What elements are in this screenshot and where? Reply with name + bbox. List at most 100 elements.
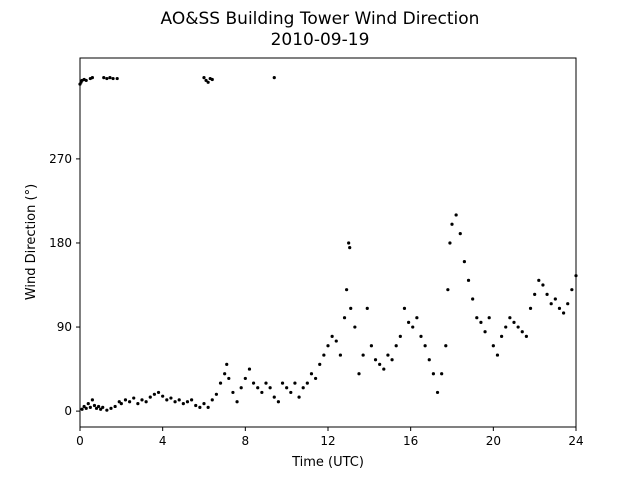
- data-point: [115, 76, 119, 81]
- data-point: [378, 362, 382, 367]
- data-point: [260, 390, 264, 395]
- data-point: [349, 306, 353, 310]
- data-point: [462, 260, 466, 264]
- x-tick-label: 20: [486, 434, 501, 448]
- data-point: [88, 405, 92, 409]
- data-point: [440, 372, 444, 376]
- data-point: [345, 288, 349, 292]
- data-point: [86, 402, 90, 406]
- data-point: [123, 398, 128, 402]
- data-point: [495, 353, 500, 357]
- data-point: [97, 404, 101, 409]
- chart-subtitle: 2010-09-19: [271, 30, 370, 50]
- data-point: [570, 288, 574, 292]
- data-point: [136, 402, 140, 406]
- data-point: [173, 400, 177, 404]
- data-point: [361, 353, 365, 357]
- data-point: [252, 381, 256, 385]
- data-point: [483, 330, 487, 334]
- data-point: [119, 402, 123, 406]
- x-tick-label: 16: [403, 434, 418, 448]
- data-point: [382, 367, 386, 371]
- data-point: [301, 386, 305, 390]
- data-point: [318, 362, 322, 367]
- data-point: [140, 398, 144, 402]
- x-tick-label: 0: [76, 434, 84, 448]
- data-point: [508, 316, 512, 320]
- data-point: [386, 353, 390, 357]
- x-axis-ticks: 0 4 8 12 16 20 24: [76, 427, 584, 448]
- data-point: [446, 288, 450, 292]
- data-point: [223, 372, 227, 376]
- data-point: [402, 306, 407, 310]
- data-point: [305, 381, 309, 385]
- data-point: [500, 334, 504, 338]
- data-point: [491, 344, 495, 348]
- data-point: [347, 241, 351, 245]
- data-point: [353, 325, 357, 329]
- data-point: [512, 320, 516, 324]
- data-point: [365, 306, 369, 310]
- data-point: [231, 390, 235, 395]
- data-point: [84, 78, 88, 83]
- data-point: [373, 358, 378, 362]
- data-point: [148, 395, 152, 399]
- data-point: [524, 334, 529, 338]
- data-point: [322, 353, 326, 357]
- data-point: [553, 297, 557, 301]
- data-point: [557, 306, 562, 310]
- data-point: [471, 297, 475, 301]
- data-point: [342, 316, 347, 320]
- data-point: [206, 405, 210, 409]
- data-point: [204, 78, 208, 83]
- data-point: [128, 400, 132, 404]
- data-point: [109, 406, 113, 410]
- data-point: [398, 334, 402, 338]
- data-point: [225, 362, 229, 367]
- data-point: [466, 278, 471, 282]
- data-point: [272, 395, 276, 399]
- data-point: [152, 392, 156, 396]
- data-point: [108, 76, 112, 80]
- data-point: [111, 76, 115, 81]
- data-point: [280, 381, 285, 385]
- y-axis-ticks: 0 90 180 270: [49, 152, 80, 418]
- data-point: [264, 381, 268, 385]
- data-point: [537, 278, 541, 282]
- data-point: [268, 386, 272, 390]
- data-point: [566, 302, 570, 306]
- data-point: [475, 316, 479, 320]
- data-point: [92, 403, 97, 408]
- data-point: [198, 405, 202, 409]
- x-tick-label: 8: [242, 434, 250, 448]
- data-point: [450, 222, 454, 226]
- data-point: [435, 390, 440, 395]
- data-point: [369, 344, 373, 348]
- data-point: [156, 390, 161, 395]
- data-point: [479, 320, 483, 324]
- data-point: [520, 330, 524, 334]
- data-point: [202, 76, 206, 80]
- data-point: [101, 405, 105, 409]
- data-point: [190, 398, 194, 402]
- data-point: [448, 241, 452, 245]
- data-point: [247, 367, 252, 371]
- data-point: [105, 408, 109, 412]
- data-point: [444, 344, 448, 348]
- data-point: [132, 396, 136, 400]
- data-point: [161, 394, 165, 398]
- data-point: [411, 325, 415, 329]
- data-point: [256, 386, 260, 390]
- data-point: [272, 76, 276, 80]
- x-tick-label: 4: [159, 434, 167, 448]
- data-point: [415, 316, 419, 320]
- data-point: [99, 407, 103, 411]
- plot-frame: [79, 57, 577, 428]
- data-point: [210, 398, 214, 402]
- data-point: [293, 381, 297, 385]
- data-point: [289, 390, 293, 395]
- data-point: [181, 402, 185, 406]
- data-point: [218, 381, 223, 385]
- data-point: [206, 80, 210, 84]
- x-tick-label: 24: [568, 434, 583, 448]
